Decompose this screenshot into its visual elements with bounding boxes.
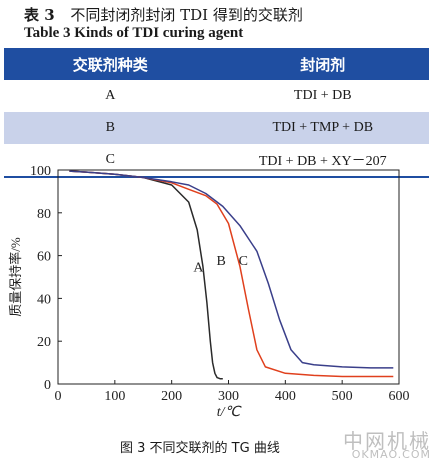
table-header-row: 交联剂种类 封闭剂 <box>4 48 429 80</box>
table-caption-cn: 不同封闭剂封闭 TDI 得到的交联剂 <box>70 6 303 24</box>
series-line-b <box>69 170 394 378</box>
x-tick-label: 300 <box>218 389 239 404</box>
chart-axes: 0 100 200 300 400 500 600 0 20 40 60 80 100 t/℃ 质量保持率/… <box>8 164 410 420</box>
figure-caption: 图 3 不同交联剂的 TG 曲线 <box>120 441 280 456</box>
header-type: 交联剂种类 <box>4 48 217 80</box>
cell-type: B <box>4 112 217 144</box>
tg-chart: 0 100 200 300 400 500 600 0 20 40 60 80 100 t/℃ 质量保持率/… <box>8 164 410 420</box>
curve-label-c: C <box>239 254 248 269</box>
curve-label-b: B <box>216 254 225 269</box>
plot-frame <box>57 169 400 385</box>
x-tick-label: 100 <box>104 389 125 404</box>
cell-agent: TDI + DB <box>293 88 352 103</box>
y-tick-label: 20 <box>37 335 51 350</box>
header-agent: 封闭剂 <box>216 48 429 80</box>
watermark-logo-cn: 中网机械 <box>343 429 431 453</box>
curing-agent-table: 交联剂种类 封闭剂 A TDI + DB B TDI + TMP + DB C … <box>4 48 429 178</box>
x-tick-label: 500 <box>332 389 353 404</box>
x-tick-label: 400 <box>275 389 296 404</box>
y-tick-label: 60 <box>37 250 51 265</box>
table-caption-label: 表 3 <box>24 6 55 24</box>
cell-agent: TDI + TMP + DB <box>216 112 429 144</box>
y-tick-label: 100 <box>30 164 51 179</box>
curve-label-a: A <box>193 260 204 275</box>
x-tick-label: 600 <box>389 389 410 404</box>
watermark-logo-en: OKMAO.COM <box>351 448 431 461</box>
cell-type: C <box>4 144 217 178</box>
y-tick-label: 80 <box>37 207 51 222</box>
table-row: A TDI + DB <box>4 80 429 112</box>
table-row: B TDI + TMP + DB <box>4 112 429 144</box>
series-line-c <box>69 170 394 369</box>
cell-type: A <box>105 88 116 103</box>
cell-agent: TDI + DB + XY－207 <box>216 144 429 178</box>
table-caption: 表 3 不同封闭剂封闭 TDI 得到的交联剂 <box>24 4 303 25</box>
y-axis-label: 质量保持率/% <box>8 237 23 317</box>
x-tick-label: 0 <box>55 389 62 404</box>
y-tick-label: 40 <box>37 292 51 307</box>
x-tick-label: 200 <box>161 389 182 404</box>
y-tick-label: 0 <box>44 378 51 393</box>
x-axis-label: t/℃ <box>217 405 243 420</box>
table-caption-en: Table 3 Kinds of TDI curing agent <box>24 25 244 41</box>
chart-series <box>69 170 394 380</box>
table-row: C TDI + DB + XY－207 <box>4 144 429 178</box>
